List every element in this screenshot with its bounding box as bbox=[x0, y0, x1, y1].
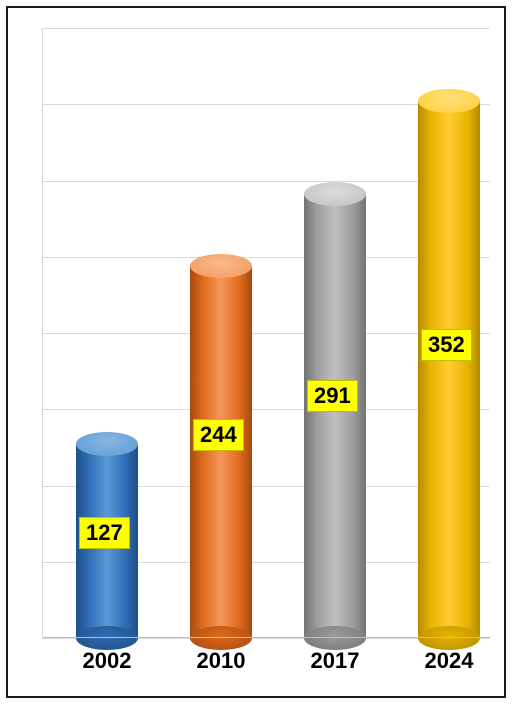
value-label: 352 bbox=[421, 329, 472, 361]
bar-bottom-ellipse bbox=[76, 626, 138, 650]
bar-bottom-ellipse bbox=[418, 626, 480, 650]
bar bbox=[304, 194, 366, 638]
floor-line bbox=[42, 637, 490, 638]
x-axis-label: 2017 bbox=[305, 648, 365, 674]
plot-area: 127 244 291 352 bbox=[42, 28, 490, 638]
value-label: 127 bbox=[79, 517, 130, 549]
x-axis-label: 2024 bbox=[419, 648, 479, 674]
bar bbox=[190, 266, 252, 638]
value-label: 244 bbox=[193, 419, 244, 451]
bar-body bbox=[190, 266, 252, 638]
chart-frame: 127 244 291 352 2002 2010 2017 2024 bbox=[6, 6, 506, 698]
x-axis-label: 2002 bbox=[77, 648, 137, 674]
value-label: 291 bbox=[307, 380, 358, 412]
bar-bottom-ellipse bbox=[304, 626, 366, 650]
bar bbox=[418, 101, 480, 638]
bar-body bbox=[304, 194, 366, 638]
bar-top-ellipse bbox=[190, 254, 252, 278]
x-axis-label: 2010 bbox=[191, 648, 251, 674]
bar-body bbox=[418, 101, 480, 638]
bar-bottom-ellipse bbox=[190, 626, 252, 650]
gridline bbox=[42, 28, 490, 29]
